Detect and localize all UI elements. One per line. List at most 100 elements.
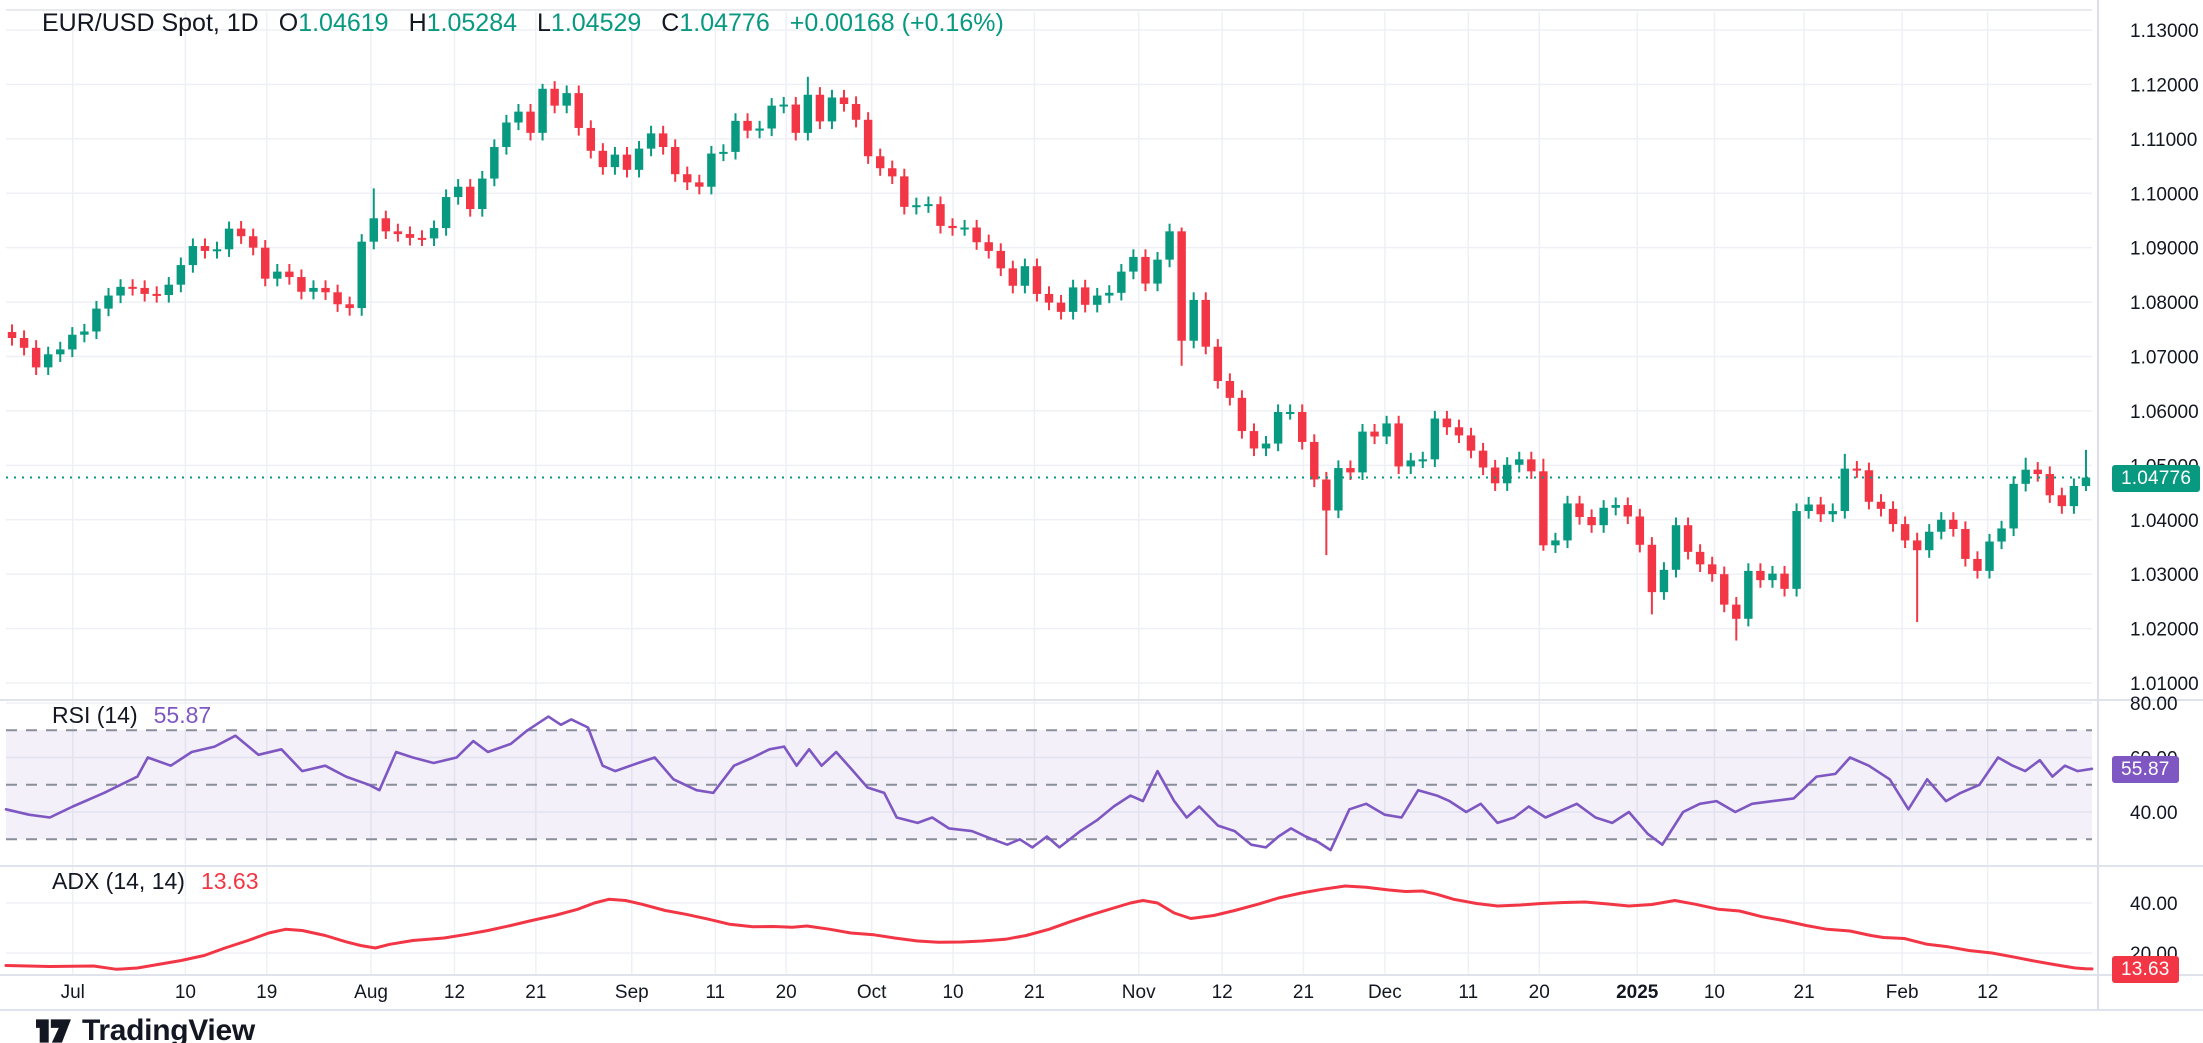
candle-body[interactable] [1924, 531, 1934, 551]
candle-body[interactable] [309, 287, 318, 292]
candle-body[interactable] [1575, 503, 1584, 518]
candle-body[interactable] [1105, 292, 1114, 296]
candle-body[interactable] [1044, 293, 1054, 303]
candle-body[interactable] [345, 304, 354, 309]
candle-body[interactable] [188, 246, 198, 266]
candle-body[interactable] [273, 271, 282, 279]
candle-body[interactable] [1587, 517, 1596, 526]
candle-body[interactable] [1563, 503, 1572, 541]
candle-body[interactable] [405, 234, 415, 238]
candle-body[interactable] [1454, 427, 1464, 436]
candle-body[interactable] [393, 231, 403, 235]
candle-body[interactable] [333, 292, 342, 305]
candle-body[interactable] [1888, 508, 1898, 525]
candle-body[interactable] [152, 293, 161, 296]
candle-body[interactable] [1322, 479, 1331, 511]
candle-body[interactable] [1539, 471, 1548, 546]
candle-body[interactable] [984, 242, 993, 251]
candle-body[interactable] [863, 119, 873, 157]
candle-body[interactable] [116, 286, 125, 296]
candle-body[interactable] [1490, 467, 1500, 484]
candle-body[interactable] [803, 94, 813, 133]
symbol-title[interactable]: EUR/USD Spot, 1D [42, 9, 259, 37]
candle-body[interactable] [731, 120, 740, 152]
candle-body[interactable] [1370, 431, 1379, 437]
candle-body[interactable] [622, 154, 632, 170]
candle-body[interactable] [948, 225, 957, 229]
candle-body[interactable] [490, 146, 499, 179]
candle-body[interactable] [1310, 441, 1319, 480]
candle-body[interactable] [2033, 469, 2042, 475]
candle-body[interactable] [1804, 504, 1813, 512]
candle-body[interactable] [936, 204, 945, 226]
candle-body[interactable] [1165, 231, 1174, 260]
candle-body[interactable] [2069, 486, 2079, 507]
price-axis[interactable]: 1.13000 1.12000 1.11000 1.10000 1.09000 1.080… [2130, 21, 2199, 695]
candle-body[interactable] [429, 228, 439, 239]
candle-body[interactable] [1394, 423, 1403, 467]
candle-body[interactable] [1599, 507, 1608, 526]
candle-body[interactable] [670, 146, 680, 175]
candle-body[interactable] [1816, 504, 1825, 515]
candle-body[interactable] [1261, 443, 1271, 449]
candle-body[interactable] [1334, 468, 1343, 511]
candle-body[interactable] [1973, 558, 1982, 571]
candle-body[interactable] [1430, 418, 1440, 460]
candle-body[interactable] [1985, 541, 1994, 571]
candle-body[interactable] [248, 236, 258, 248]
candle-body[interactable] [1129, 256, 1138, 272]
candle-body[interactable] [1225, 380, 1235, 398]
candle-body[interactable] [200, 246, 210, 251]
candle-body[interactable] [1937, 519, 1946, 532]
candle-body[interactable] [912, 205, 921, 208]
candle-body[interactable] [1912, 540, 1922, 551]
candle-body[interactable] [538, 88, 547, 133]
candle-body[interactable] [1502, 464, 1512, 484]
candle-body[interactable] [900, 176, 909, 207]
candle-body[interactable] [1828, 511, 1837, 515]
candlesticks[interactable] [7, 76, 2091, 641]
candle-body[interactable] [1997, 528, 2006, 542]
candle-body[interactable] [453, 186, 463, 198]
rsi-pane-label[interactable]: RSI (14) 55.87 [52, 702, 212, 728]
candle-body[interactable] [2045, 474, 2055, 496]
candle-body[interactable] [550, 88, 559, 106]
candle-body[interactable] [1792, 511, 1801, 589]
candle-body[interactable] [1117, 271, 1126, 293]
candle-body[interactable] [574, 93, 583, 128]
candle-body[interactable] [1273, 412, 1283, 444]
candle-body[interactable] [128, 286, 137, 289]
candle-body[interactable] [815, 94, 825, 122]
candle-body[interactable] [321, 287, 330, 293]
candle-body[interactable] [1056, 302, 1066, 312]
candle-body[interactable] [236, 228, 246, 237]
candle-body[interactable] [1189, 299, 1198, 341]
candle-body[interactable] [80, 331, 89, 335]
candle-body[interactable] [261, 247, 270, 279]
candle-body[interactable] [1671, 525, 1681, 570]
candle-body[interactable] [19, 337, 29, 348]
candle-body[interactable] [2021, 469, 2030, 484]
candle-body[interactable] [56, 349, 65, 355]
candle-body[interactable] [875, 156, 885, 169]
candle-body[interactable] [851, 104, 861, 120]
candle-body[interactable] [1442, 418, 1452, 428]
candle-body[interactable] [1683, 525, 1693, 552]
candle-body[interactable] [562, 93, 571, 106]
candle-body[interactable] [1249, 431, 1259, 449]
candle-body[interactable] [164, 284, 174, 296]
adx-line[interactable] [4, 884, 2094, 971]
candle-body[interactable] [526, 111, 535, 133]
candle-body[interactable] [1732, 604, 1741, 619]
candle-body[interactable] [1900, 524, 1910, 541]
candle-body[interactable] [743, 120, 752, 131]
candle-body[interactable] [755, 128, 764, 131]
candle-body[interactable] [381, 218, 391, 232]
candle-body[interactable] [1515, 459, 1524, 465]
candle-body[interactable] [478, 178, 487, 210]
candle-body[interactable] [140, 287, 149, 294]
candle-body[interactable] [1406, 460, 1415, 467]
candle-body[interactable] [972, 227, 981, 243]
candle-body[interactable] [104, 295, 113, 309]
